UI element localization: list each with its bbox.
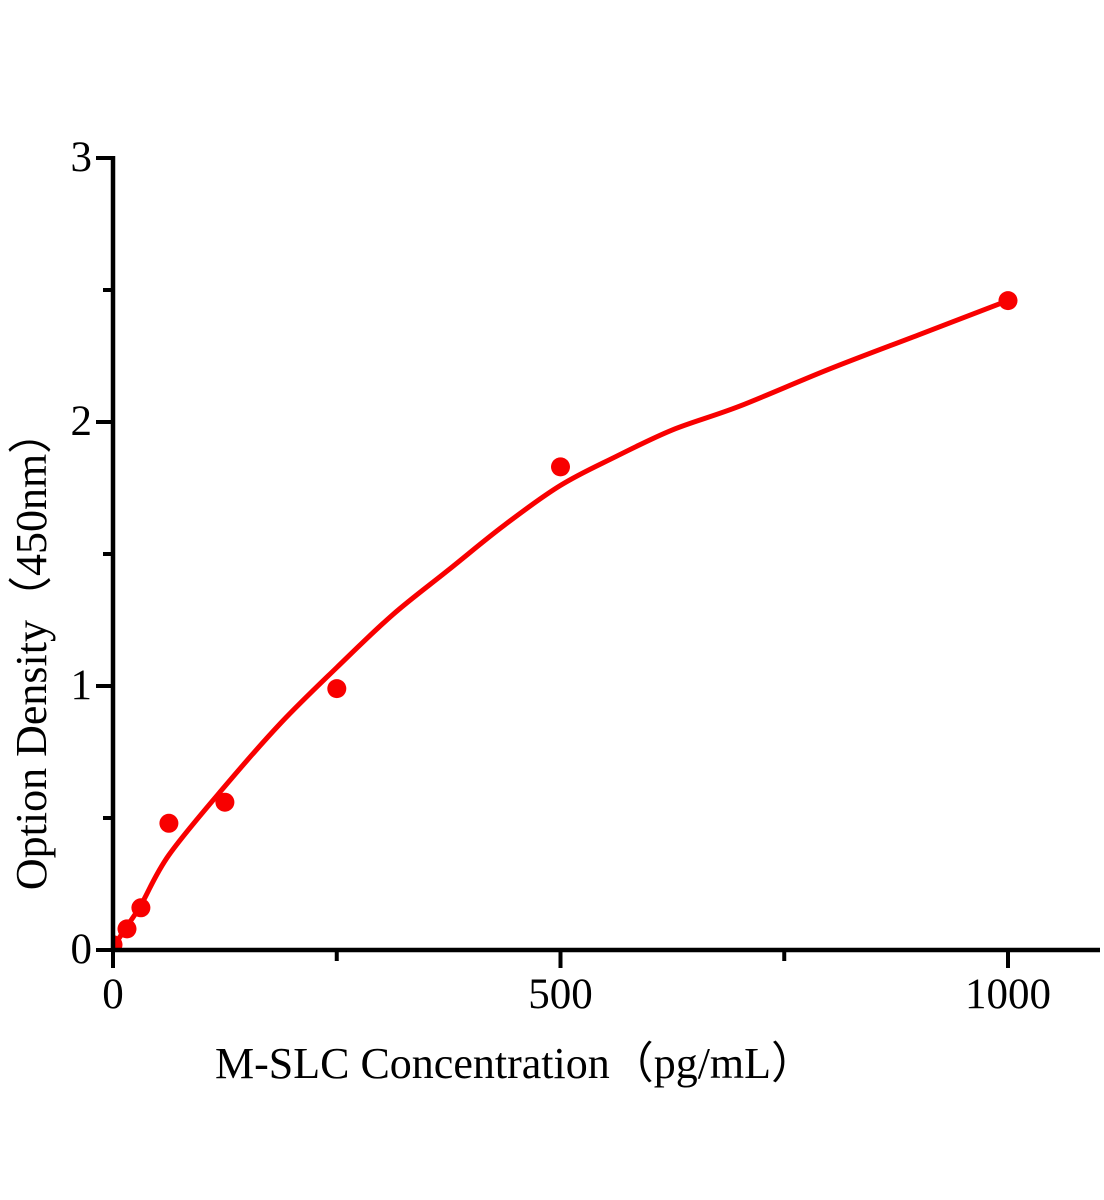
y-axis-title: Option Density（450nm）	[7, 410, 56, 890]
x-tick-label: 500	[528, 971, 593, 1018]
data-layer	[111, 291, 1018, 949]
x-tick-label: 1000	[965, 971, 1051, 1018]
x-tick-label: 0	[102, 971, 124, 1018]
data-point	[117, 919, 137, 939]
fit-curve	[111, 298, 1009, 949]
data-point	[159, 813, 179, 833]
data-point	[215, 792, 235, 812]
data-point	[998, 291, 1018, 311]
axes-layer	[96, 156, 1100, 968]
y-tick-label: 0	[71, 926, 93, 973]
y-tick-label: 3	[71, 134, 93, 181]
x-axis-title: M-SLC Concentration（pg/mL）	[215, 1039, 815, 1088]
tick-label-layer: 0 1 2 3 0 500 1000	[71, 134, 1052, 1018]
data-point	[551, 457, 570, 477]
data-point	[131, 898, 151, 918]
y-tick-label: 1	[71, 662, 93, 709]
y-tick-label: 2	[71, 398, 93, 445]
data-point	[327, 679, 347, 699]
